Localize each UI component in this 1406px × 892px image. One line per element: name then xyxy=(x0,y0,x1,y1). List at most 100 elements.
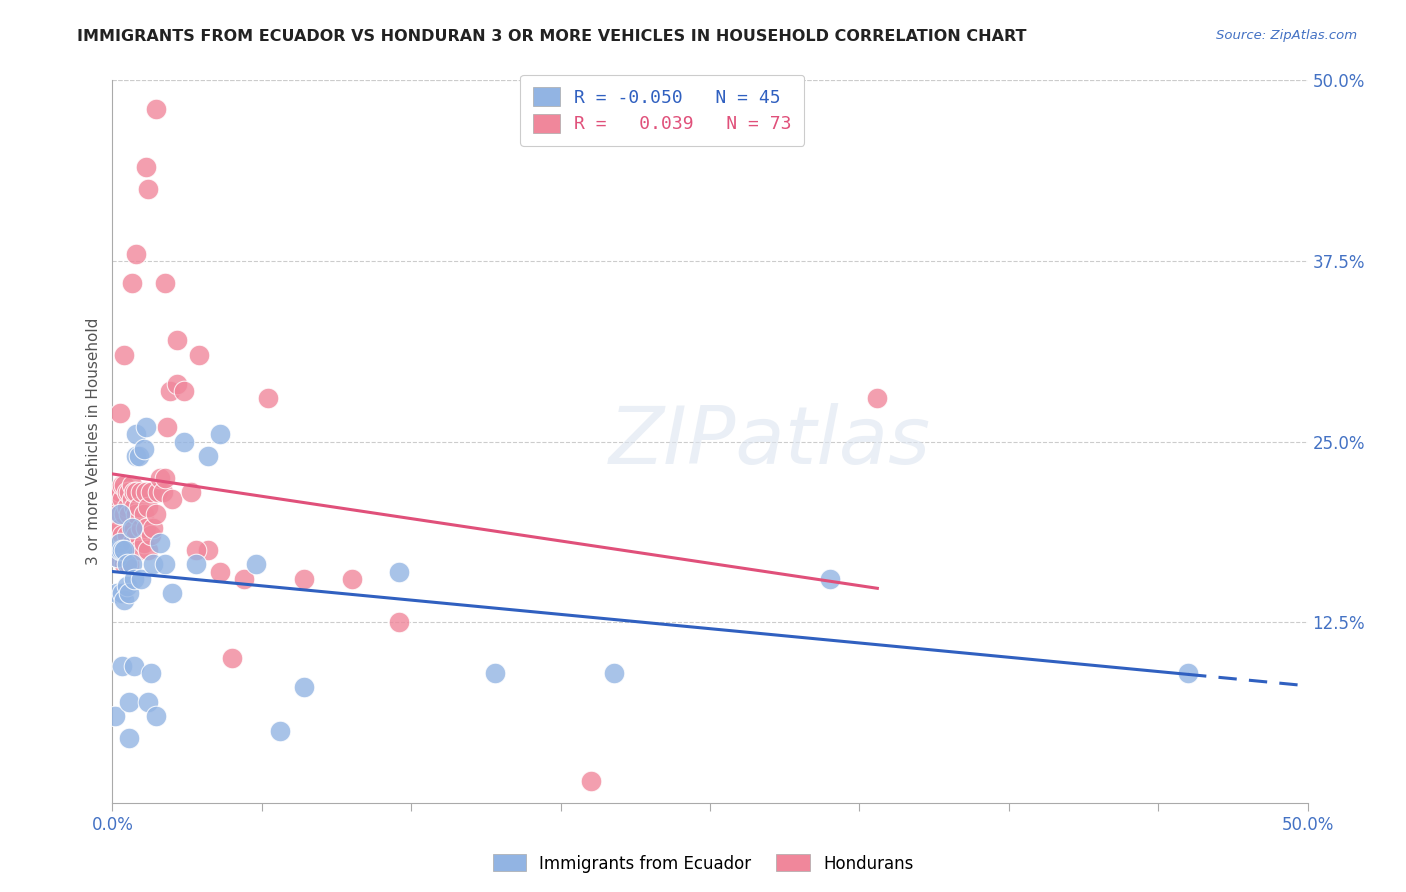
Point xyxy=(818,572,841,586)
Point xyxy=(128,542,150,557)
Point xyxy=(121,521,143,535)
Point xyxy=(153,276,176,290)
Text: IMMIGRANTS FROM ECUADOR VS HONDURAN 3 OR MORE VEHICLES IN HOUSEHOLD CORRELATION : IMMIGRANTS FROM ECUADOR VS HONDURAN 3 OR… xyxy=(77,29,1026,45)
Point xyxy=(114,348,135,362)
Point xyxy=(114,593,135,607)
Point xyxy=(122,485,145,500)
Text: Source: ZipAtlas.com: Source: ZipAtlas.com xyxy=(1216,29,1357,43)
Point xyxy=(118,507,141,521)
Point xyxy=(186,542,208,557)
Point xyxy=(105,550,128,565)
Point xyxy=(153,470,176,484)
Point xyxy=(866,391,889,405)
Point xyxy=(135,521,157,535)
Point xyxy=(145,102,167,116)
Legend: Immigrants from Ecuador, Hondurans: Immigrants from Ecuador, Hondurans xyxy=(486,847,920,880)
Point xyxy=(129,572,152,586)
Point xyxy=(139,665,162,680)
Point xyxy=(153,558,176,572)
Point xyxy=(104,492,127,507)
Point xyxy=(162,492,183,507)
Point xyxy=(128,500,150,514)
Point xyxy=(111,528,134,542)
Point xyxy=(125,507,148,521)
Point xyxy=(186,558,208,572)
Point xyxy=(129,521,152,535)
Point xyxy=(111,478,134,492)
Point xyxy=(105,507,128,521)
Point xyxy=(159,384,181,398)
Point xyxy=(233,572,256,586)
Point xyxy=(125,485,148,500)
Point xyxy=(121,558,143,572)
Point xyxy=(209,565,232,579)
Point xyxy=(173,384,195,398)
Point xyxy=(108,485,131,500)
Point xyxy=(121,492,143,507)
Point xyxy=(118,485,141,500)
Point xyxy=(579,774,602,789)
Point xyxy=(146,485,169,500)
Point xyxy=(162,586,183,600)
Point xyxy=(292,680,315,694)
Point xyxy=(108,521,131,535)
Point xyxy=(111,586,134,600)
Point xyxy=(122,521,145,535)
Point xyxy=(121,478,143,492)
Point xyxy=(138,695,160,709)
Point xyxy=(118,695,141,709)
Point xyxy=(104,709,127,723)
Point xyxy=(121,535,143,549)
Point xyxy=(245,558,267,572)
Point xyxy=(114,542,135,557)
Point xyxy=(108,542,131,557)
Point xyxy=(166,334,188,348)
Point xyxy=(108,535,131,549)
Point xyxy=(105,586,128,600)
Point xyxy=(257,391,280,405)
Point xyxy=(166,376,188,391)
Point xyxy=(115,558,138,572)
Text: ZIPatlas: ZIPatlas xyxy=(609,402,931,481)
Point xyxy=(156,420,179,434)
Point xyxy=(121,276,143,290)
Point xyxy=(129,485,152,500)
Point xyxy=(603,665,626,680)
Point xyxy=(125,246,148,260)
Point xyxy=(105,550,128,565)
Point xyxy=(128,449,150,463)
Point xyxy=(180,485,202,500)
Point xyxy=(292,572,315,586)
Point xyxy=(132,442,155,456)
Point xyxy=(152,485,174,500)
Point xyxy=(145,709,167,723)
Point xyxy=(122,658,145,673)
Point xyxy=(388,615,411,630)
Point xyxy=(149,535,172,549)
Point xyxy=(122,500,145,514)
Point xyxy=(484,665,506,680)
Point xyxy=(132,507,155,521)
Point xyxy=(111,542,134,557)
Point xyxy=(115,500,138,514)
Point xyxy=(1177,665,1199,680)
Point xyxy=(118,586,141,600)
Point xyxy=(135,485,157,500)
Point xyxy=(114,558,135,572)
Point xyxy=(197,449,219,463)
Point xyxy=(149,470,172,484)
Legend: R = -0.050   N = 45, R =   0.039   N = 73: R = -0.050 N = 45, R = 0.039 N = 73 xyxy=(520,75,804,146)
Point xyxy=(108,542,131,557)
Point xyxy=(125,427,148,442)
Point xyxy=(138,542,160,557)
Point xyxy=(108,507,131,521)
Point xyxy=(135,420,157,434)
Point xyxy=(115,485,138,500)
Point xyxy=(388,565,411,579)
Point xyxy=(132,535,155,549)
Point xyxy=(118,558,141,572)
Point xyxy=(104,521,127,535)
Point xyxy=(111,658,134,673)
Point xyxy=(125,449,148,463)
Point xyxy=(118,731,141,745)
